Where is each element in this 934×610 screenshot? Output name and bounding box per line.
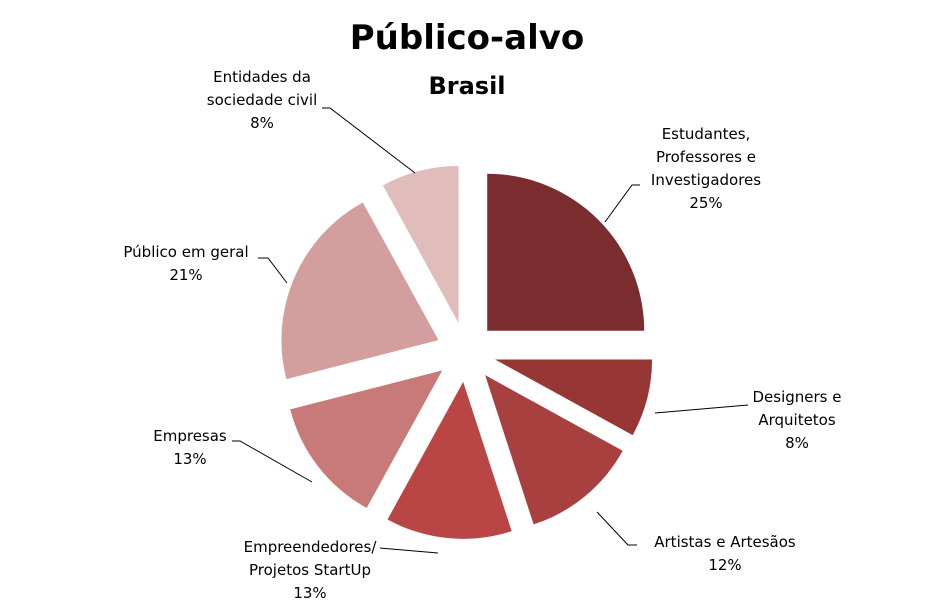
value-label: 25% xyxy=(689,194,723,212)
pie-slice xyxy=(290,370,443,508)
pie-slice xyxy=(382,165,459,323)
chart-title: Público-alvo xyxy=(349,18,585,58)
value-label: 8% xyxy=(785,434,809,452)
slice-label: Empreendedores/ Projetos StartUp xyxy=(243,538,377,579)
leader-line xyxy=(232,440,313,483)
slice-label: Designers e Arquitetos xyxy=(752,388,842,429)
value-label: 13% xyxy=(293,584,327,602)
chart-subtitle: Brasil xyxy=(428,72,506,100)
value-label: 8% xyxy=(250,114,274,132)
slice-label: Público em geral xyxy=(123,243,249,261)
slice-label: Entidades da sociedade civil xyxy=(206,68,318,109)
slice-label: Artistas e Artesãos xyxy=(654,533,796,551)
pie-slice xyxy=(495,359,653,436)
value-label: 12% xyxy=(708,556,742,574)
pie-slice xyxy=(487,173,645,331)
pie-slice xyxy=(387,381,512,539)
slice-label: Empresas xyxy=(153,427,227,445)
pie-slice xyxy=(485,375,623,525)
leader-line xyxy=(379,547,439,554)
leader-line xyxy=(654,404,749,414)
leader-line xyxy=(596,511,637,546)
value-label: 21% xyxy=(169,266,203,284)
slice-label: Estudantes, Professores e Investigadores xyxy=(650,125,762,189)
pie-slice xyxy=(281,202,439,380)
leader-line xyxy=(604,184,640,223)
leader-line xyxy=(322,107,416,174)
leader-line xyxy=(258,257,288,284)
value-label: 13% xyxy=(173,450,207,468)
